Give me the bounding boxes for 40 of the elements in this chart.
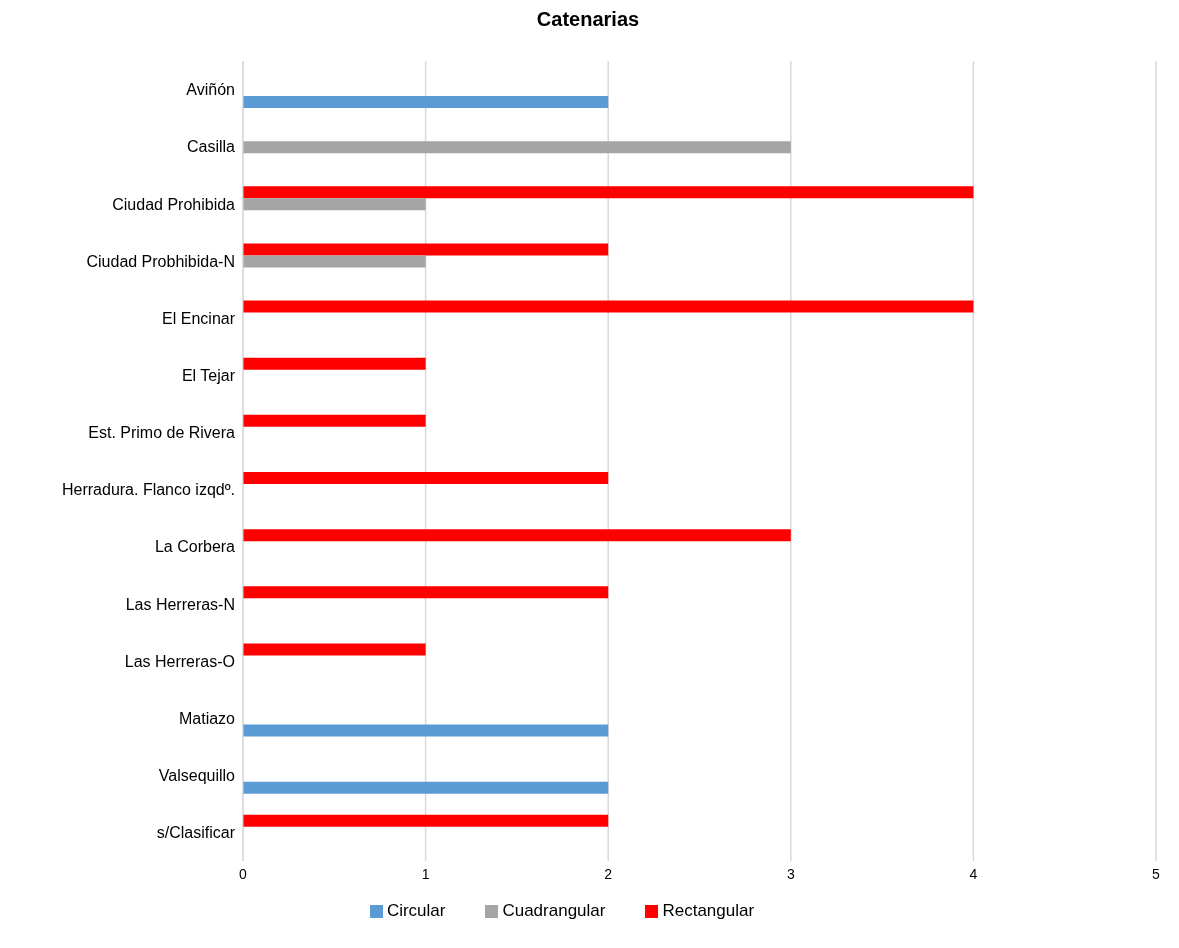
y-tick-label: Matiazo: [178, 709, 236, 727]
y-tick-label: Las Herreras-O: [124, 652, 235, 670]
bar: [243, 255, 426, 268]
y-tick-label: Aviñón: [186, 81, 235, 99]
x-tick-label: 3: [786, 865, 795, 882]
bar: [243, 300, 974, 313]
legend-label: Rectangular: [662, 901, 755, 920]
y-tick-label: Ciudad Prohibida: [112, 195, 236, 213]
x-tick-label: 5: [1152, 865, 1161, 882]
legend-label: Circular: [386, 901, 446, 920]
y-tick-label: Est. Primo de Rivera: [88, 424, 236, 442]
y-tick-label: La Corbera: [154, 538, 236, 556]
legend-label: Cuadrangular: [502, 901, 606, 920]
y-tick-label: El Encinar: [162, 309, 236, 327]
x-tick-label: 1: [421, 865, 430, 882]
bar: [243, 724, 609, 737]
bar: [243, 357, 426, 370]
bar: [243, 643, 426, 656]
chart-title: Catenarias: [535, 8, 641, 31]
y-tick-label: s/Clasificar: [156, 824, 236, 842]
y-tick-label: Las Herreras-N: [125, 595, 235, 613]
bar: [243, 814, 609, 827]
bar: [243, 781, 609, 794]
bar: [243, 186, 974, 199]
y-tick-label: El Tejar: [181, 366, 236, 384]
y-tick-label: Valsequillo: [158, 766, 236, 784]
bar: [243, 472, 609, 484]
bar: [243, 243, 609, 256]
y-tick-label: Herradura. Flanco izqdº.: [61, 481, 235, 499]
x-tick-label: 4: [969, 865, 978, 882]
y-tick-label: Ciudad Probhibida-N: [86, 252, 235, 270]
bar: [243, 198, 426, 211]
bar: [243, 529, 791, 542]
bar: [243, 414, 426, 427]
bar: [243, 141, 791, 154]
x-tick-label: 0: [239, 865, 248, 882]
bar: [243, 586, 609, 599]
bar: [243, 96, 609, 108]
y-tick-label: Casilla: [186, 138, 236, 156]
x-tick-label: 2: [604, 865, 613, 882]
